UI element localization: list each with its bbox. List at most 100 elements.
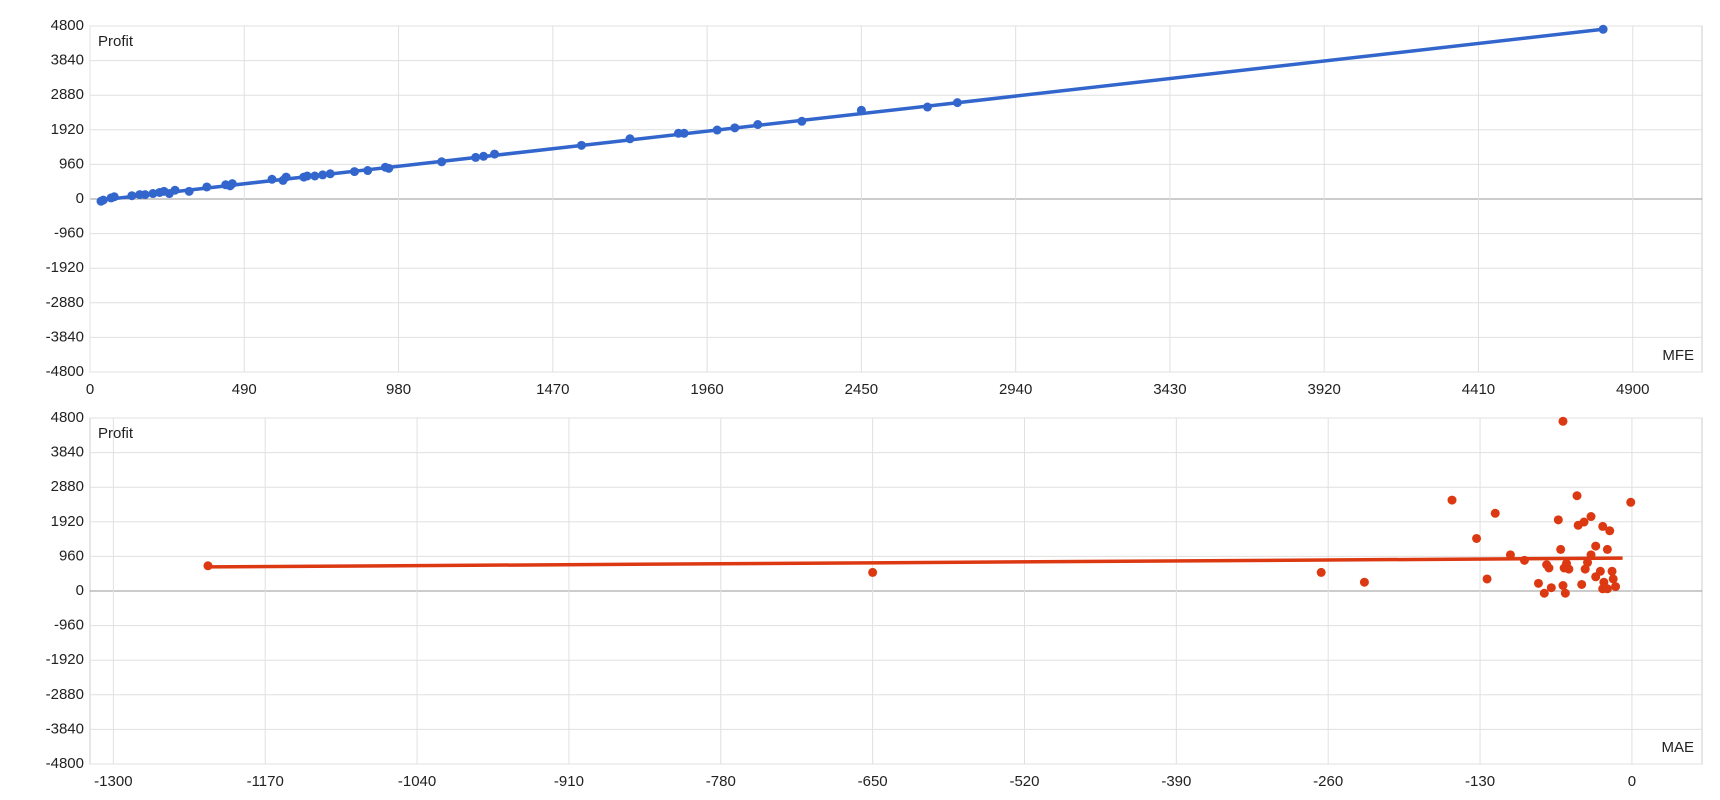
x-tick-label: 2450 xyxy=(845,381,878,398)
point xyxy=(302,171,312,181)
x-tick-label: -1040 xyxy=(398,773,436,790)
y-tick-label: 1920 xyxy=(51,121,84,138)
y-tick-label: 4800 xyxy=(51,17,84,34)
point xyxy=(1505,550,1515,560)
point xyxy=(1611,582,1621,592)
y-tick-label: 2880 xyxy=(51,478,84,495)
point xyxy=(227,179,237,189)
x-tick-label: 3430 xyxy=(1153,381,1186,398)
point xyxy=(1607,566,1617,576)
point xyxy=(1533,578,1543,588)
y-tick-label: -4800 xyxy=(46,755,84,772)
point xyxy=(1626,497,1636,507)
point xyxy=(1519,555,1529,565)
y-tick-label: -960 xyxy=(54,225,84,242)
point xyxy=(1598,521,1608,531)
point xyxy=(922,102,932,112)
point xyxy=(184,186,194,196)
point xyxy=(1602,544,1612,554)
y-tick-label: -4800 xyxy=(46,363,84,380)
point xyxy=(1490,508,1500,518)
y-tick-label: -2880 xyxy=(46,686,84,703)
point xyxy=(170,185,180,195)
point xyxy=(1544,563,1554,573)
point xyxy=(267,174,277,184)
point xyxy=(753,120,763,130)
point xyxy=(384,163,394,173)
point xyxy=(281,172,291,182)
y-axis-title: Profit xyxy=(98,33,134,50)
point xyxy=(1560,588,1570,598)
point xyxy=(856,105,866,115)
point xyxy=(1586,512,1596,522)
point xyxy=(1591,541,1601,551)
x-tick-label: -780 xyxy=(706,773,736,790)
point xyxy=(1553,515,1563,525)
point xyxy=(490,149,500,159)
y-tick-label: 2880 xyxy=(51,86,84,103)
x-tick-label: 1960 xyxy=(690,381,723,398)
x-tick-label: -910 xyxy=(554,773,584,790)
point xyxy=(868,567,878,577)
y-tick-label: 3840 xyxy=(51,444,84,461)
point xyxy=(1556,544,1566,554)
x-tick-label: 980 xyxy=(386,381,411,398)
point xyxy=(98,195,108,205)
trend-line xyxy=(207,556,1623,569)
x-tick-label: 4410 xyxy=(1462,381,1495,398)
x-tick-label: 490 xyxy=(232,381,257,398)
point xyxy=(576,140,586,150)
y-tick-label: 960 xyxy=(59,155,84,172)
x-tick-label: 0 xyxy=(86,381,94,398)
point xyxy=(318,170,328,180)
y-tick-label: 960 xyxy=(59,547,84,564)
x-tick-label: -1300 xyxy=(94,773,132,790)
x-tick-label: 4900 xyxy=(1616,381,1649,398)
point xyxy=(1605,526,1615,536)
x-tick-label: -130 xyxy=(1465,773,1495,790)
point xyxy=(325,169,335,179)
x-tick-label: -520 xyxy=(1009,773,1039,790)
point xyxy=(471,152,481,162)
y-tick-label: 0 xyxy=(76,190,84,207)
y-tick-label: -1920 xyxy=(46,259,84,276)
point xyxy=(1546,583,1556,593)
point xyxy=(127,191,137,201)
point xyxy=(148,189,158,199)
x-tick-label: -1170 xyxy=(247,773,284,790)
point xyxy=(1316,567,1326,577)
x-tick-label: 0 xyxy=(1628,773,1636,790)
y-tick-label: -1920 xyxy=(46,651,84,668)
point xyxy=(479,151,489,161)
point xyxy=(109,192,119,202)
point xyxy=(1447,495,1457,505)
y-tick-label: 0 xyxy=(76,582,84,599)
y-axis-title: Profit xyxy=(98,425,134,442)
x-tick-label: -650 xyxy=(858,773,888,790)
point xyxy=(1602,584,1612,594)
point xyxy=(625,134,635,144)
point xyxy=(140,190,150,200)
point xyxy=(1558,416,1568,426)
point xyxy=(1539,588,1549,598)
x-tick-label: -390 xyxy=(1161,773,1191,790)
x-tick-label: 1470 xyxy=(536,381,569,398)
y-tick-label: -3840 xyxy=(46,328,84,345)
point xyxy=(363,166,373,176)
point xyxy=(679,128,689,138)
y-tick-label: 1920 xyxy=(51,513,84,530)
point xyxy=(1558,581,1568,591)
x-axis-title: MFE xyxy=(1662,347,1694,364)
point xyxy=(730,123,740,133)
point xyxy=(952,98,962,108)
y-tick-label: 3840 xyxy=(51,52,84,69)
point xyxy=(1482,574,1492,584)
x-axis-title: MAE xyxy=(1661,739,1694,756)
point xyxy=(1608,574,1618,584)
x-tick-label: 2940 xyxy=(999,381,1032,398)
y-tick-label: -2880 xyxy=(46,294,84,311)
point xyxy=(1598,24,1608,34)
point xyxy=(797,116,807,126)
point xyxy=(349,167,359,177)
